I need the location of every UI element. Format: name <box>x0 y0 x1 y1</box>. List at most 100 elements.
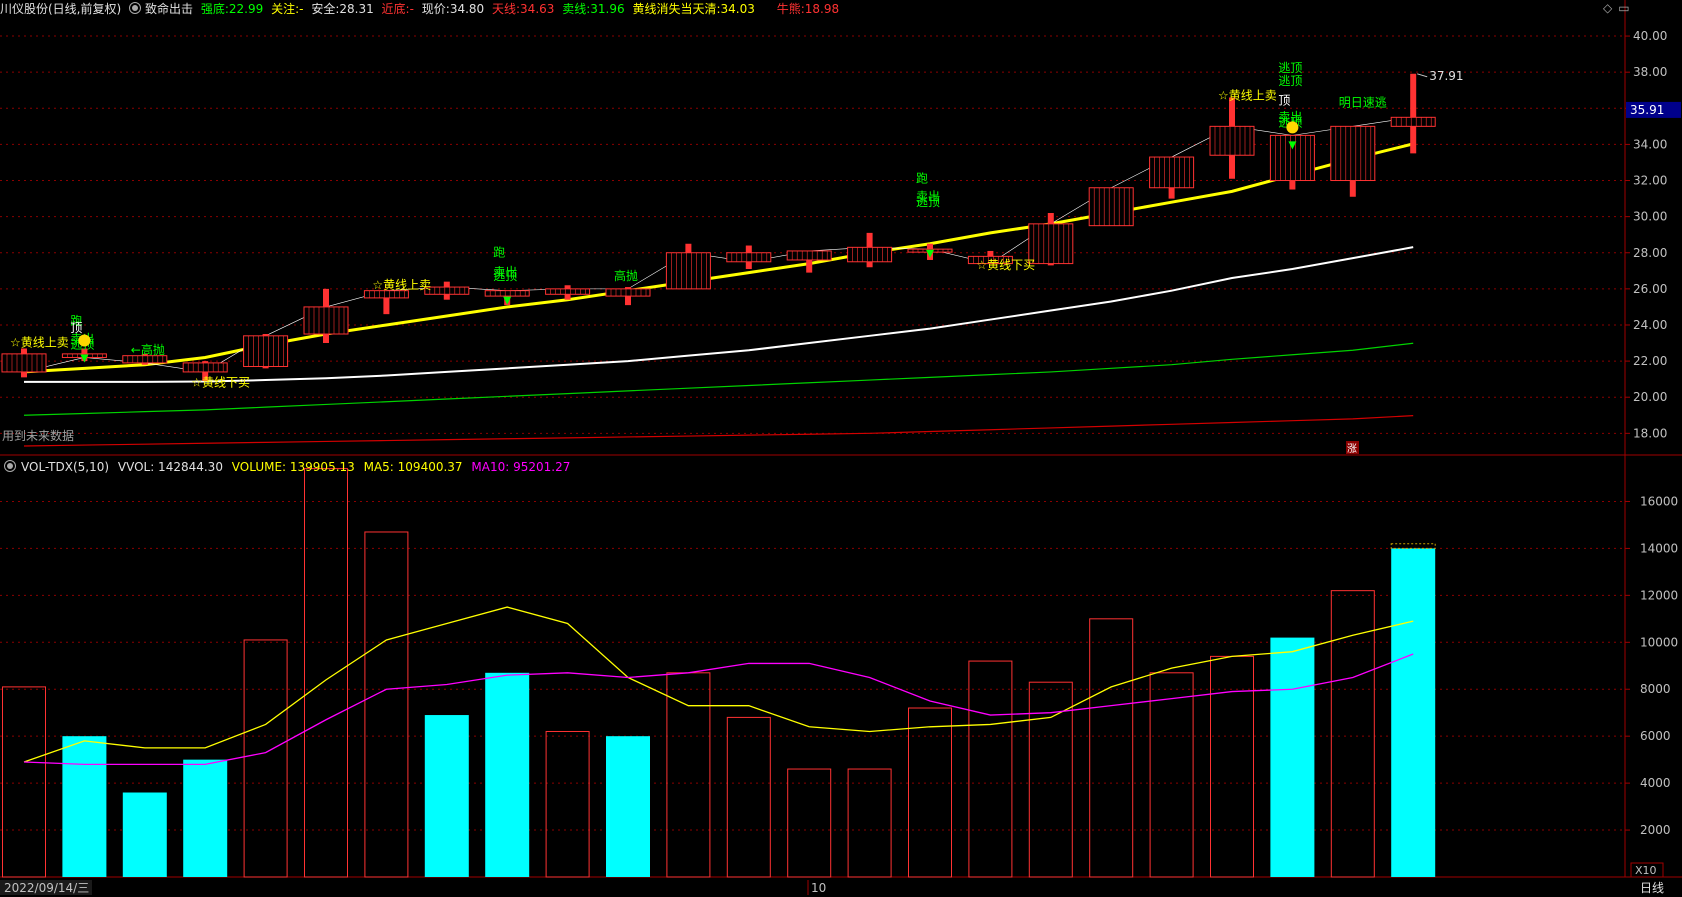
volume-tick-label: 8000 <box>1640 682 1671 696</box>
candle-body <box>545 288 591 295</box>
volume-tick-label: 10000 <box>1640 635 1678 649</box>
volume-bar <box>424 715 469 877</box>
candle-body <box>1149 156 1195 189</box>
near-value: - <box>409 2 414 16</box>
volume-bar <box>606 736 650 877</box>
volume-bar <box>968 660 1013 878</box>
candle-body <box>665 252 711 290</box>
volume-value: VOLUME: 139905.13 <box>231 460 355 474</box>
candle-body <box>484 290 530 297</box>
candle <box>605 287 651 306</box>
volume-bar <box>666 672 711 878</box>
volume-bar <box>1270 637 1315 877</box>
near-label: 近底: <box>381 2 410 16</box>
current-price-tag <box>1626 101 1681 118</box>
candle <box>847 232 893 268</box>
signal-label: 逃顶 <box>1278 61 1302 75</box>
vvol-value: VVOL: 142844.30 <box>117 460 223 474</box>
price-tick-label: 30.00 <box>1633 210 1667 224</box>
candle-body <box>1330 125 1376 182</box>
sell-label: 卖线: <box>562 2 591 16</box>
volume-bar <box>304 468 348 878</box>
candle <box>363 290 409 315</box>
signal-label: 逃顶 <box>1278 74 1302 88</box>
diamond-icon[interactable]: ◇ <box>1603 1 1613 15</box>
candle <box>303 288 349 344</box>
candle-body <box>1028 223 1074 265</box>
white-safety-line <box>24 246 1414 383</box>
candle <box>424 281 470 300</box>
price-label: 现价: <box>421 2 450 16</box>
date-box <box>0 880 92 895</box>
indicator-name-text: 致命出击 <box>145 2 194 16</box>
signal-label: 逃顶 <box>916 195 940 209</box>
signal-label: 逃顶 <box>493 269 517 283</box>
signal-label: 跑 <box>493 245 505 259</box>
volume-bar <box>726 716 771 878</box>
volume-tick-label: 6000 <box>1640 729 1671 743</box>
volume-bar <box>122 792 167 877</box>
candle <box>665 243 711 290</box>
candle-body <box>363 290 409 299</box>
bull-value: 18.98 <box>804 2 840 16</box>
candle-body <box>847 246 893 263</box>
candle <box>545 285 591 300</box>
sky-value: 34.63 <box>520 2 555 16</box>
candle-body <box>122 355 168 364</box>
strong-label: 强底: <box>200 2 229 16</box>
volume-bar <box>1028 681 1073 878</box>
yellow-label: 黄线消失当天清: <box>632 2 721 16</box>
candle-body <box>1209 125 1255 156</box>
stock-title: 川仪股份(日线,前复权) <box>0 2 122 16</box>
yellow-sell-line <box>23 142 1414 374</box>
volume-bar <box>62 736 107 877</box>
volume-tick-label: 4000 <box>1640 776 1671 790</box>
price-tick-label: 40.00 <box>1633 29 1667 43</box>
current-price-label: 35.91 <box>1630 103 1664 117</box>
up-marker-label: 涨 <box>1347 443 1357 455</box>
signal-label: 顶 <box>1278 94 1290 108</box>
price-tick-label: 28.00 <box>1633 246 1667 260</box>
green-support-line <box>23 342 1414 416</box>
signal-label: ←高抛 <box>131 342 165 357</box>
up-marker-box <box>1346 441 1359 454</box>
strong-value: 22.99 <box>228 2 264 16</box>
candle-body <box>424 286 470 295</box>
candle <box>1149 156 1195 199</box>
volume-tick-label: 14000 <box>1640 541 1678 555</box>
indicator-gear-icon[interactable] <box>129 2 142 14</box>
candle-body <box>786 250 832 261</box>
price-tick-label: 26.00 <box>1633 282 1667 296</box>
smiley-icon <box>78 334 91 347</box>
volume-bar <box>787 768 832 878</box>
volume-bar <box>545 730 590 878</box>
price-tick-label: 22.00 <box>1633 354 1667 368</box>
candle <box>243 334 289 369</box>
volume-bar <box>364 531 409 878</box>
signal-label: 明日速逃 <box>1339 95 1387 109</box>
safe-value: 28.31 <box>339 2 374 16</box>
candle-body <box>605 288 651 297</box>
volume-bar <box>243 639 288 878</box>
signal-label: ☆黄线下买 <box>191 375 250 389</box>
volume-gear-icon[interactable] <box>4 460 16 472</box>
indicator-name[interactable]: 致命出击 <box>129 2 193 16</box>
volume-tick-label: 16000 <box>1640 494 1678 508</box>
candle <box>1330 125 1376 197</box>
focus-label: 关注: <box>271 2 300 16</box>
smiley-icon <box>1286 121 1299 134</box>
candle <box>122 353 168 365</box>
safe-label: 安全: <box>311 2 340 16</box>
down-arrow-icon <box>1288 141 1297 150</box>
high-pointer <box>1417 73 1428 78</box>
volume-bar <box>2 686 46 878</box>
red-bull-bear-line <box>23 415 1414 447</box>
window-icon[interactable]: ▭ <box>1618 1 1630 15</box>
ma10-line <box>23 653 1414 765</box>
ma5-line <box>23 606 1414 763</box>
volume-bar <box>1330 590 1375 878</box>
down-arrow-icon <box>926 249 934 258</box>
candle-body <box>243 335 289 368</box>
candle-body <box>1088 187 1134 227</box>
